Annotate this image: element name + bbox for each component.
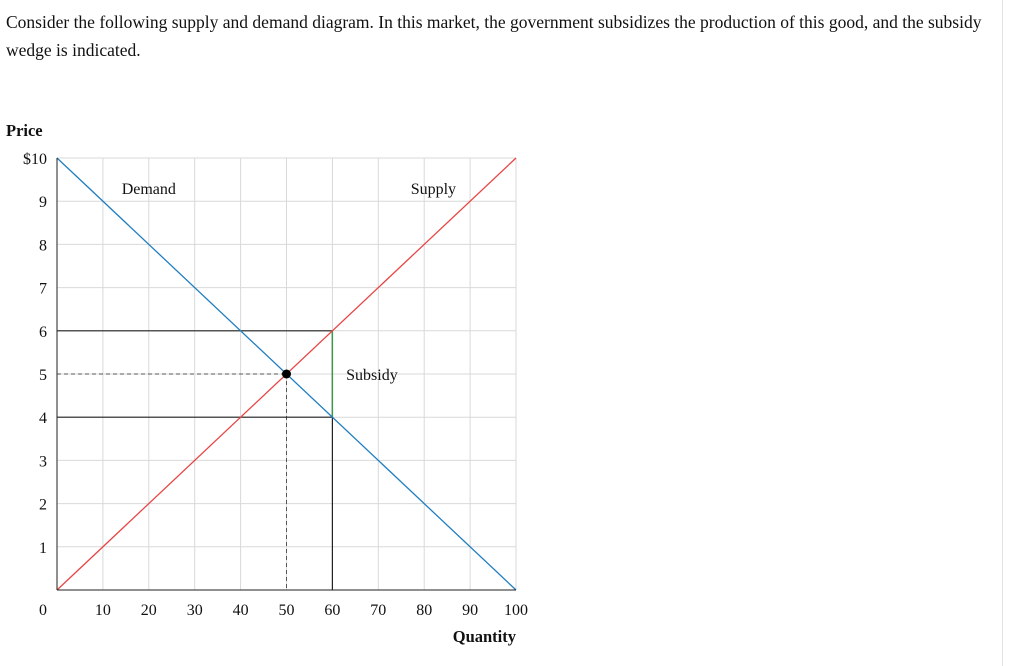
y-tick-label-2: 2 — [39, 497, 47, 514]
equilibrium-point — [282, 369, 291, 379]
supply-demand-chart: 1 2 3 4 5 6 7 8 9 $10 0 10 20 30 40 50 60 70 80 90 100 Price Q… — [6, 121, 528, 646]
x-tick-label-60: 60 — [324, 602, 340, 619]
x-tick-label-30: 30 — [187, 602, 203, 619]
demand-label: Demand — [122, 181, 176, 198]
y-tick-label-7: 7 — [39, 281, 47, 298]
y-tick-label-9: 9 — [39, 194, 47, 211]
chart-labels: 1 2 3 4 5 6 7 8 9 $10 0 10 20 30 40 50 60 70 80 90 100 Price Q… — [6, 121, 528, 646]
y-tick-label-5: 5 — [39, 367, 47, 384]
x-axis-title: Quantity — [453, 627, 517, 646]
axes — [56, 158, 516, 591]
x-tick-label-50: 50 — [279, 602, 295, 619]
y-tick-label-10: $10 — [23, 151, 47, 168]
y-tick-label-3: 3 — [39, 453, 47, 470]
question-text: Consider the following supply and demand… — [6, 12, 982, 60]
supply-label: Supply — [411, 181, 456, 198]
x-tick-label-80: 80 — [416, 602, 432, 619]
page-right-border — [1002, 0, 1003, 666]
x-tick-label-40: 40 — [233, 602, 249, 619]
guide-lines — [57, 330, 334, 590]
y-axis-title: Price — [6, 121, 43, 140]
x-tick-label-100: 100 — [504, 602, 528, 619]
series-lines — [56, 157, 517, 591]
x-tick-label-10: 10 — [95, 602, 111, 619]
y-tick-label-6: 6 — [39, 324, 47, 341]
grid — [57, 157, 517, 590]
y-tick-label-4: 4 — [39, 410, 47, 427]
x-tick-label-0: 0 — [39, 602, 47, 619]
subsidy-label: Subsidy — [346, 367, 398, 384]
y-tick-label-8: 8 — [39, 237, 47, 254]
x-tick-label-20: 20 — [141, 602, 157, 619]
x-tick-label-70: 70 — [370, 602, 386, 619]
y-tick-label-1: 1 — [39, 540, 47, 557]
x-tick-label-90: 90 — [462, 602, 478, 619]
